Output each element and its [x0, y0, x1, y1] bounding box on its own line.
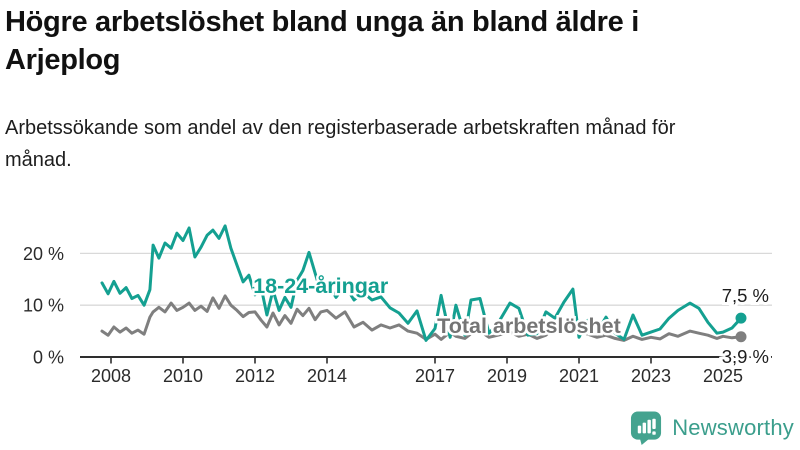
- series-line-Total arbetslöshet: [100, 294, 743, 342]
- newsworthy-logo: Newsworthy: [630, 410, 794, 446]
- series-end-dot: [735, 312, 747, 324]
- x-tick-label: 2014: [307, 366, 347, 386]
- x-tick-label: 2017: [415, 366, 455, 386]
- series-end-dot: [735, 331, 747, 343]
- chart-svg: 0 % 10 % 20 % 2008 2010 2012 2014 2017 2019 2021 2…: [23, 224, 772, 386]
- brand-name: Newsworthy: [672, 415, 794, 440]
- x-tick-label: 2025: [703, 366, 743, 386]
- series-label: 18-24-åringar: [253, 274, 389, 298]
- unemployment-line-chart: 0 % 10 % 20 % 2008 2010 2012 2014 2017 2019 2021 2…: [0, 205, 800, 405]
- series-label: Total arbetslöshet: [437, 314, 621, 338]
- y-tick-label: 0 %: [33, 348, 64, 368]
- bar-chart-speech-bubble-icon: [631, 411, 662, 445]
- x-tick-label: 2023: [631, 366, 671, 386]
- x-tick-label: 2012: [235, 366, 275, 386]
- x-tick-label: 2010: [163, 366, 203, 386]
- end-value-label: 3,9 %: [722, 346, 769, 367]
- y-tick-label: 10 %: [23, 296, 64, 316]
- y-tick-label: 20 %: [23, 244, 64, 264]
- x-tick-label: 2021: [559, 366, 599, 386]
- series-line-18-24-åringar: [100, 224, 743, 342]
- page-subtitle: Arbetssökande som andel av den registerb…: [5, 117, 676, 171]
- x-tick-label: 2019: [487, 366, 527, 386]
- x-tick-label: 2008: [91, 366, 131, 386]
- end-value-label: 7,5 %: [722, 285, 769, 306]
- page-title: Högre arbetslöshet bland unga än bland ä…: [5, 6, 639, 76]
